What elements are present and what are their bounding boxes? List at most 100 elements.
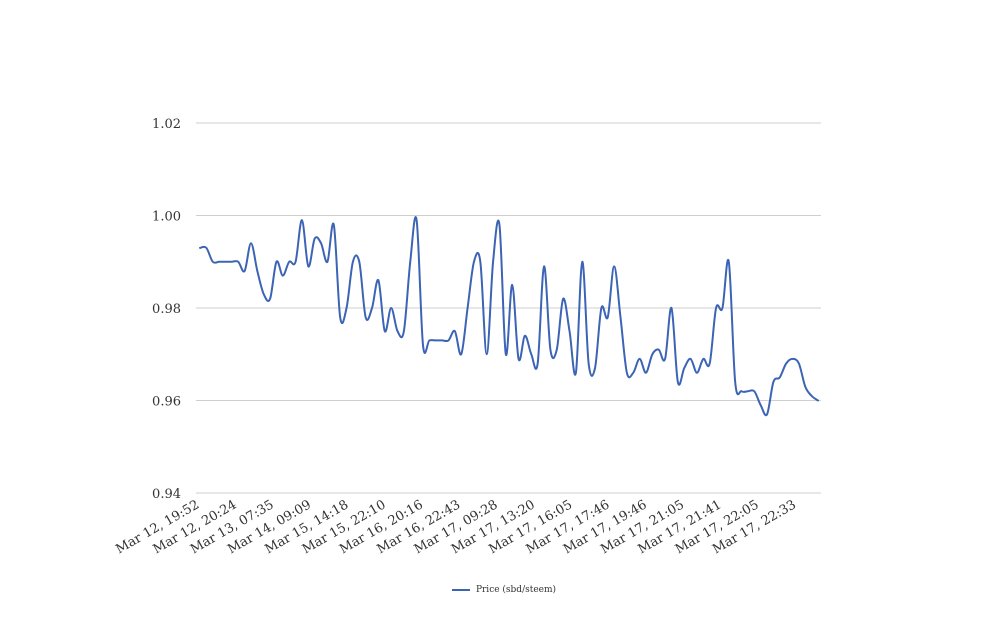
data-point (243, 269, 247, 273)
data-point (440, 338, 444, 342)
data-point (695, 371, 699, 375)
data-point (408, 260, 412, 264)
data-point (472, 260, 476, 264)
series-line-price (199, 216, 819, 417)
legend-swatch (451, 589, 470, 591)
data-point (255, 269, 259, 273)
data-point (644, 371, 648, 375)
data-point (383, 329, 387, 333)
data-point (803, 385, 807, 389)
data-point (510, 283, 514, 287)
data-point (217, 260, 221, 264)
legend-label: Price (sbd/steem) (475, 585, 557, 595)
data-point (306, 264, 310, 268)
data-point (657, 348, 661, 352)
data-point (568, 329, 572, 333)
data-point (230, 260, 234, 264)
data-point (345, 306, 349, 310)
data-point (797, 362, 801, 366)
data-point (294, 260, 298, 264)
data-point (816, 399, 820, 403)
data-point (740, 389, 744, 393)
data-point (338, 315, 342, 319)
data-point (618, 315, 622, 319)
data-point (606, 315, 610, 319)
data-point (727, 260, 731, 264)
data-point (459, 352, 463, 356)
data-point (517, 357, 521, 361)
data-point (650, 352, 654, 356)
data-point (446, 338, 450, 342)
data-point (759, 403, 763, 407)
data-point (784, 362, 788, 366)
data-point (771, 380, 775, 384)
data-point (529, 352, 533, 356)
data-point (466, 306, 470, 310)
y-axis-tick-labels: 0.94 0.96 0.98 1.00 1.02 (152, 117, 181, 502)
data-point (357, 260, 361, 264)
data-point (376, 278, 380, 282)
y-tick-label: 1.00 (152, 210, 181, 225)
y-tick-label: 0.98 (152, 302, 181, 317)
data-point (663, 357, 667, 361)
data-point (236, 260, 240, 264)
data-point (625, 371, 629, 375)
data-point (561, 297, 565, 301)
data-point (504, 352, 508, 356)
data-point (682, 366, 686, 370)
data-point (791, 357, 795, 361)
data-point (396, 329, 400, 333)
data-point (319, 241, 323, 245)
data-point (536, 362, 540, 366)
data-point (389, 306, 393, 310)
data-point (676, 380, 680, 384)
data-point (274, 260, 278, 264)
data-point (714, 306, 718, 310)
data-point (351, 260, 355, 264)
data-point (810, 394, 814, 398)
data-point (733, 380, 737, 384)
data-point (325, 260, 329, 264)
y-tick-label: 0.96 (152, 395, 181, 410)
data-point (631, 371, 635, 375)
data-point (313, 237, 317, 241)
data-point (708, 362, 712, 366)
data-point (523, 334, 527, 338)
data-point (434, 338, 438, 342)
data-point (555, 348, 559, 352)
data-point (580, 260, 584, 264)
data-point (612, 264, 616, 268)
data-point (268, 297, 272, 301)
data-point (204, 246, 208, 250)
data-point (332, 223, 336, 227)
data-point (427, 338, 431, 342)
y-tick-label: 1.02 (152, 117, 181, 132)
data-point (638, 357, 642, 361)
data-point (415, 218, 419, 222)
data-point (402, 329, 406, 333)
data-point (574, 371, 578, 375)
data-point (599, 306, 603, 310)
data-point (765, 412, 769, 416)
data-point (478, 260, 482, 264)
data-point (548, 348, 552, 352)
data-point (542, 264, 546, 268)
data-point (287, 260, 291, 264)
data-point (720, 306, 724, 310)
data-point (421, 343, 425, 347)
data-point (223, 260, 227, 264)
data-point (778, 375, 782, 379)
data-point (701, 357, 705, 361)
data-point (752, 389, 756, 393)
data-point (453, 329, 457, 333)
grid-lines (196, 122, 821, 494)
data-point (370, 306, 374, 310)
data-point (593, 366, 597, 370)
data-point (746, 389, 750, 393)
data-point (587, 362, 591, 366)
series-price (199, 216, 820, 417)
legend: Price (sbd/steem) (0, 580, 1008, 600)
